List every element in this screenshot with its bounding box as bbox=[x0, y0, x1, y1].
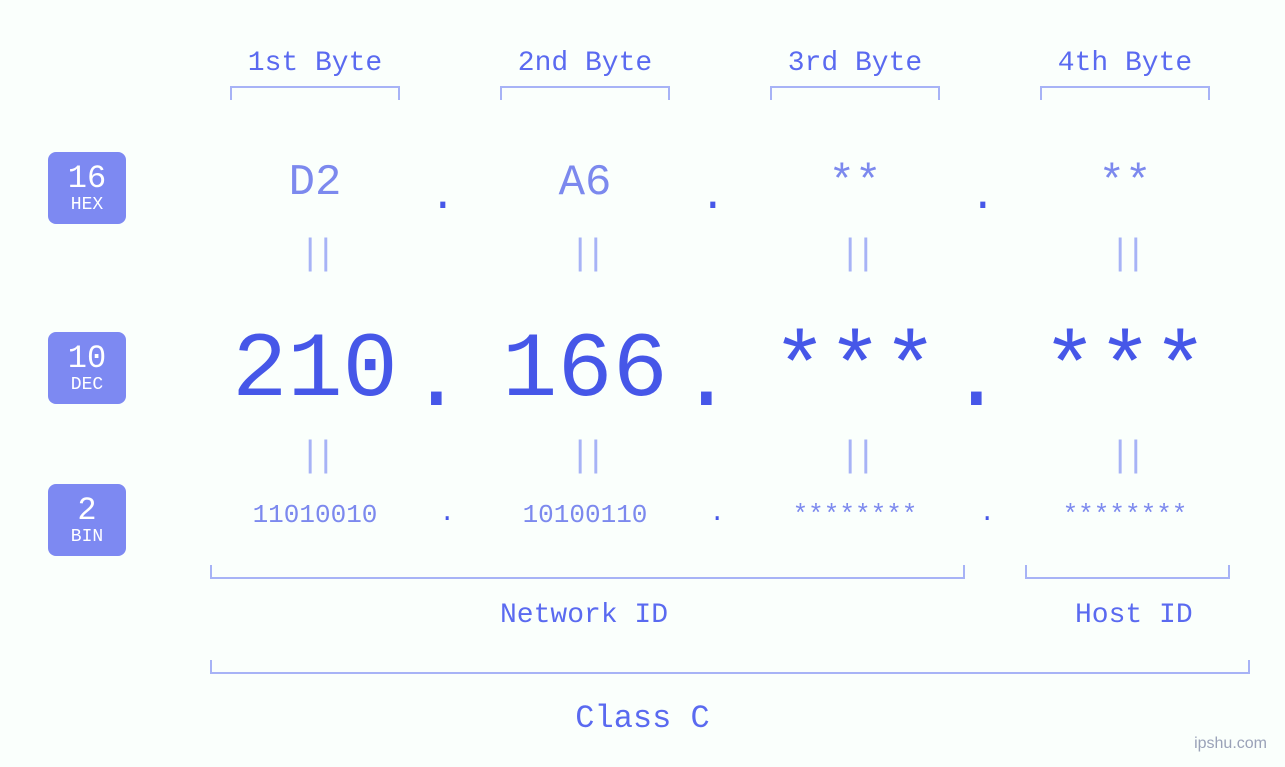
badge-hex: 16 HEX bbox=[48, 152, 126, 224]
byte-header-4: 4th Byte bbox=[990, 48, 1260, 79]
badge-hex-num: 16 bbox=[68, 161, 106, 196]
badge-hex-lbl: HEX bbox=[71, 196, 103, 216]
bin-byte-3: ********. bbox=[720, 500, 990, 530]
badge-bin-lbl: BIN bbox=[71, 528, 103, 548]
top-bracket-4 bbox=[990, 86, 1260, 110]
equals-icon: || bbox=[450, 234, 720, 275]
mid-brackets bbox=[180, 565, 1260, 589]
hex-byte-1: D2. bbox=[180, 158, 450, 208]
hex-row: D2. A6. **. ** bbox=[180, 158, 1260, 208]
dec-row: 210. 166. ***. *** bbox=[180, 318, 1260, 423]
hex-byte-4: ** bbox=[990, 158, 1260, 208]
dec-byte-3: ***. bbox=[720, 318, 990, 423]
byte-header-2: 2nd Byte bbox=[450, 48, 720, 79]
ip-diagram: 1st Byte 2nd Byte 3rd Byte 4th Byte 16 H… bbox=[0, 0, 1285, 767]
byte-headers-row: 1st Byte 2nd Byte 3rd Byte 4th Byte bbox=[180, 48, 1260, 79]
badge-dec-num: 10 bbox=[68, 341, 106, 376]
equals-icon: || bbox=[720, 436, 990, 477]
bin-byte-2: 10100110. bbox=[450, 500, 720, 530]
dec-byte-2: 166. bbox=[450, 318, 720, 423]
badge-dec: 10 DEC bbox=[48, 332, 126, 404]
equals-icon: || bbox=[180, 234, 450, 275]
dec-byte-4: *** bbox=[990, 318, 1260, 423]
top-brackets bbox=[180, 86, 1260, 110]
class-label: Class C bbox=[0, 700, 1285, 737]
equals-icon: || bbox=[990, 436, 1260, 477]
dec-byte-1: 210. bbox=[180, 318, 450, 423]
eq-row-2: || || || || bbox=[180, 436, 1260, 477]
equals-icon: || bbox=[180, 436, 450, 477]
network-id-label: Network ID bbox=[500, 600, 668, 631]
class-bracket bbox=[210, 660, 1250, 674]
watermark: ipshu.com bbox=[1194, 735, 1267, 753]
equals-icon: || bbox=[720, 234, 990, 275]
eq-row-1: || || || || bbox=[180, 234, 1260, 275]
byte-header-3: 3rd Byte bbox=[720, 48, 990, 79]
network-id-bracket bbox=[210, 565, 965, 579]
host-id-label: Host ID bbox=[1075, 600, 1193, 631]
top-bracket-2 bbox=[450, 86, 720, 110]
top-bracket-3 bbox=[720, 86, 990, 110]
hex-byte-2: A6. bbox=[450, 158, 720, 208]
badge-bin: 2 BIN bbox=[48, 484, 126, 556]
byte-header-1: 1st Byte bbox=[180, 48, 450, 79]
bin-byte-1: 11010010. bbox=[180, 500, 450, 530]
bin-row: 11010010. 10100110. ********. ******** bbox=[180, 500, 1260, 530]
badge-bin-num: 2 bbox=[77, 493, 96, 528]
host-id-bracket bbox=[1025, 565, 1230, 579]
bin-byte-4: ******** bbox=[990, 500, 1260, 530]
equals-icon: || bbox=[990, 234, 1260, 275]
equals-icon: || bbox=[450, 436, 720, 477]
hex-byte-3: **. bbox=[720, 158, 990, 208]
top-bracket-1 bbox=[180, 86, 450, 110]
badge-dec-lbl: DEC bbox=[71, 376, 103, 396]
